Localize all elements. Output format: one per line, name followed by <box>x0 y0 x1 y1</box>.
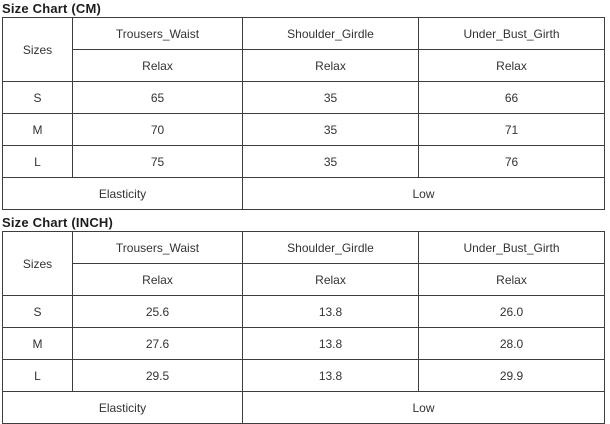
value-cell: 13.8 <box>242 327 419 360</box>
value-cell: 25.6 <box>72 295 243 328</box>
value-cell: 13.8 <box>242 295 419 328</box>
elasticity-value: Low <box>242 391 605 424</box>
col-header-trousers-waist: Trousers_Waist <box>72 17 243 50</box>
value-cell: 35 <box>242 81 419 114</box>
value-cell: 76 <box>418 145 605 178</box>
size-row-l: L 75 35 76 <box>2 145 605 178</box>
value-cell: 70 <box>72 113 243 146</box>
value-cell: 28.0 <box>418 327 605 360</box>
col-header-under-bust-girth: Under_Bust_Girth <box>418 17 605 50</box>
value-cell: 29.5 <box>72 359 243 392</box>
value-cell: 13.8 <box>242 359 419 392</box>
subheader-row: Relax Relax Relax <box>3 49 605 82</box>
value-cell: 35 <box>242 113 419 146</box>
relax-cell: Relax <box>72 263 243 296</box>
size-label: L <box>2 145 73 178</box>
value-cell: 26.0 <box>418 295 605 328</box>
value-cell: 29.9 <box>418 359 605 392</box>
size-label: S <box>2 295 73 328</box>
value-cell: 65 <box>72 81 243 114</box>
sizes-header-cell: Sizes <box>2 231 73 296</box>
value-cell: 71 <box>418 113 605 146</box>
relax-cell: Relax <box>418 49 605 82</box>
elasticity-label: Elasticity <box>2 391 243 424</box>
sizes-header-cell: Sizes <box>2 17 73 82</box>
relax-cell: Relax <box>72 49 243 82</box>
elasticity-row: Elasticity Low <box>2 391 605 424</box>
size-label: M <box>2 113 73 146</box>
size-label: M <box>2 327 73 360</box>
size-label: L <box>2 359 73 392</box>
subheader-row: Relax Relax Relax <box>3 263 605 296</box>
size-chart-inch-section: Size Chart (INCH) Sizes Trousers_Waist S… <box>2 215 608 424</box>
col-header-shoulder-girdle: Shoulder_Girdle <box>242 17 419 50</box>
size-chart-cm-title: Size Chart (CM) <box>2 1 102 16</box>
elasticity-label: Elasticity <box>2 177 243 210</box>
value-cell: 35 <box>242 145 419 178</box>
size-chart-cm-section: Size Chart (CM) Sizes Trousers_Waist Sho… <box>2 1 608 210</box>
size-row-m: M 27.6 13.8 28.0 <box>2 327 605 360</box>
elasticity-row: Elasticity Low <box>2 177 605 210</box>
size-chart-inch-table: Sizes Trousers_Waist Shoulder_Girdle Und… <box>2 231 605 424</box>
size-row-s: S 65 35 66 <box>2 81 605 114</box>
size-row-l: L 29.5 13.8 29.9 <box>2 359 605 392</box>
col-header-shoulder-girdle: Shoulder_Girdle <box>242 231 419 264</box>
elasticity-value: Low <box>242 177 605 210</box>
value-cell: 75 <box>72 145 243 178</box>
size-chart-inch-title: Size Chart (INCH) <box>2 215 114 230</box>
value-cell: 27.6 <box>72 327 243 360</box>
size-label: S <box>2 81 73 114</box>
size-row-m: M 70 35 71 <box>2 113 605 146</box>
header-row: Sizes Trousers_Waist Shoulder_Girdle Und… <box>2 17 605 82</box>
col-header-under-bust-girth: Under_Bust_Girth <box>418 231 605 264</box>
relax-cell: Relax <box>418 263 605 296</box>
col-header-trousers-waist: Trousers_Waist <box>72 231 243 264</box>
relax-cell: Relax <box>242 263 419 296</box>
value-cell: 66 <box>418 81 605 114</box>
relax-cell: Relax <box>242 49 419 82</box>
header-row: Sizes Trousers_Waist Shoulder_Girdle Und… <box>2 231 605 296</box>
size-row-s: S 25.6 13.8 26.0 <box>2 295 605 328</box>
size-chart-cm-table: Sizes Trousers_Waist Shoulder_Girdle Und… <box>2 17 605 210</box>
